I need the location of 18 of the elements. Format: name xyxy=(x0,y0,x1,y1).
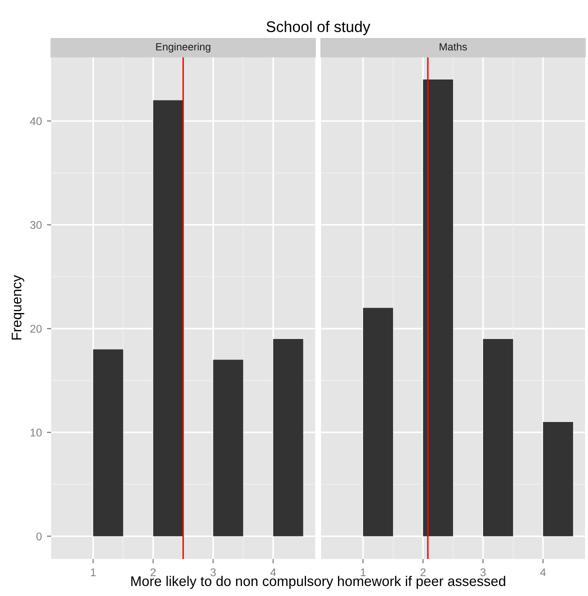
x-tick-label: 2 xyxy=(150,568,156,576)
y-axis-title: Frequency xyxy=(12,275,24,340)
y-tick-label: 10 xyxy=(30,428,42,437)
x-tick-label: 3 xyxy=(210,568,216,576)
chart-title: Engineering xyxy=(156,42,210,53)
x-tick-label: 4 xyxy=(270,568,276,576)
x-tick-label: 1 xyxy=(360,568,366,576)
x-tick-label: 1 xyxy=(90,568,96,576)
x-tick-label: 2 xyxy=(420,568,426,576)
y-tick-label: 40 xyxy=(30,117,42,126)
text: School of study xyxy=(266,20,370,36)
x-axis-title: More likely to do non compulsory homework if peer assessed xyxy=(131,576,506,589)
y-tick-label: 20 xyxy=(30,324,42,333)
chart-title: Maths xyxy=(440,42,467,50)
x-tick-label: 3 xyxy=(480,568,486,576)
x-tick-label: 4 xyxy=(540,568,546,576)
y-tick-label: 30 xyxy=(30,221,42,229)
y-tick-label: 0 xyxy=(36,532,42,540)
